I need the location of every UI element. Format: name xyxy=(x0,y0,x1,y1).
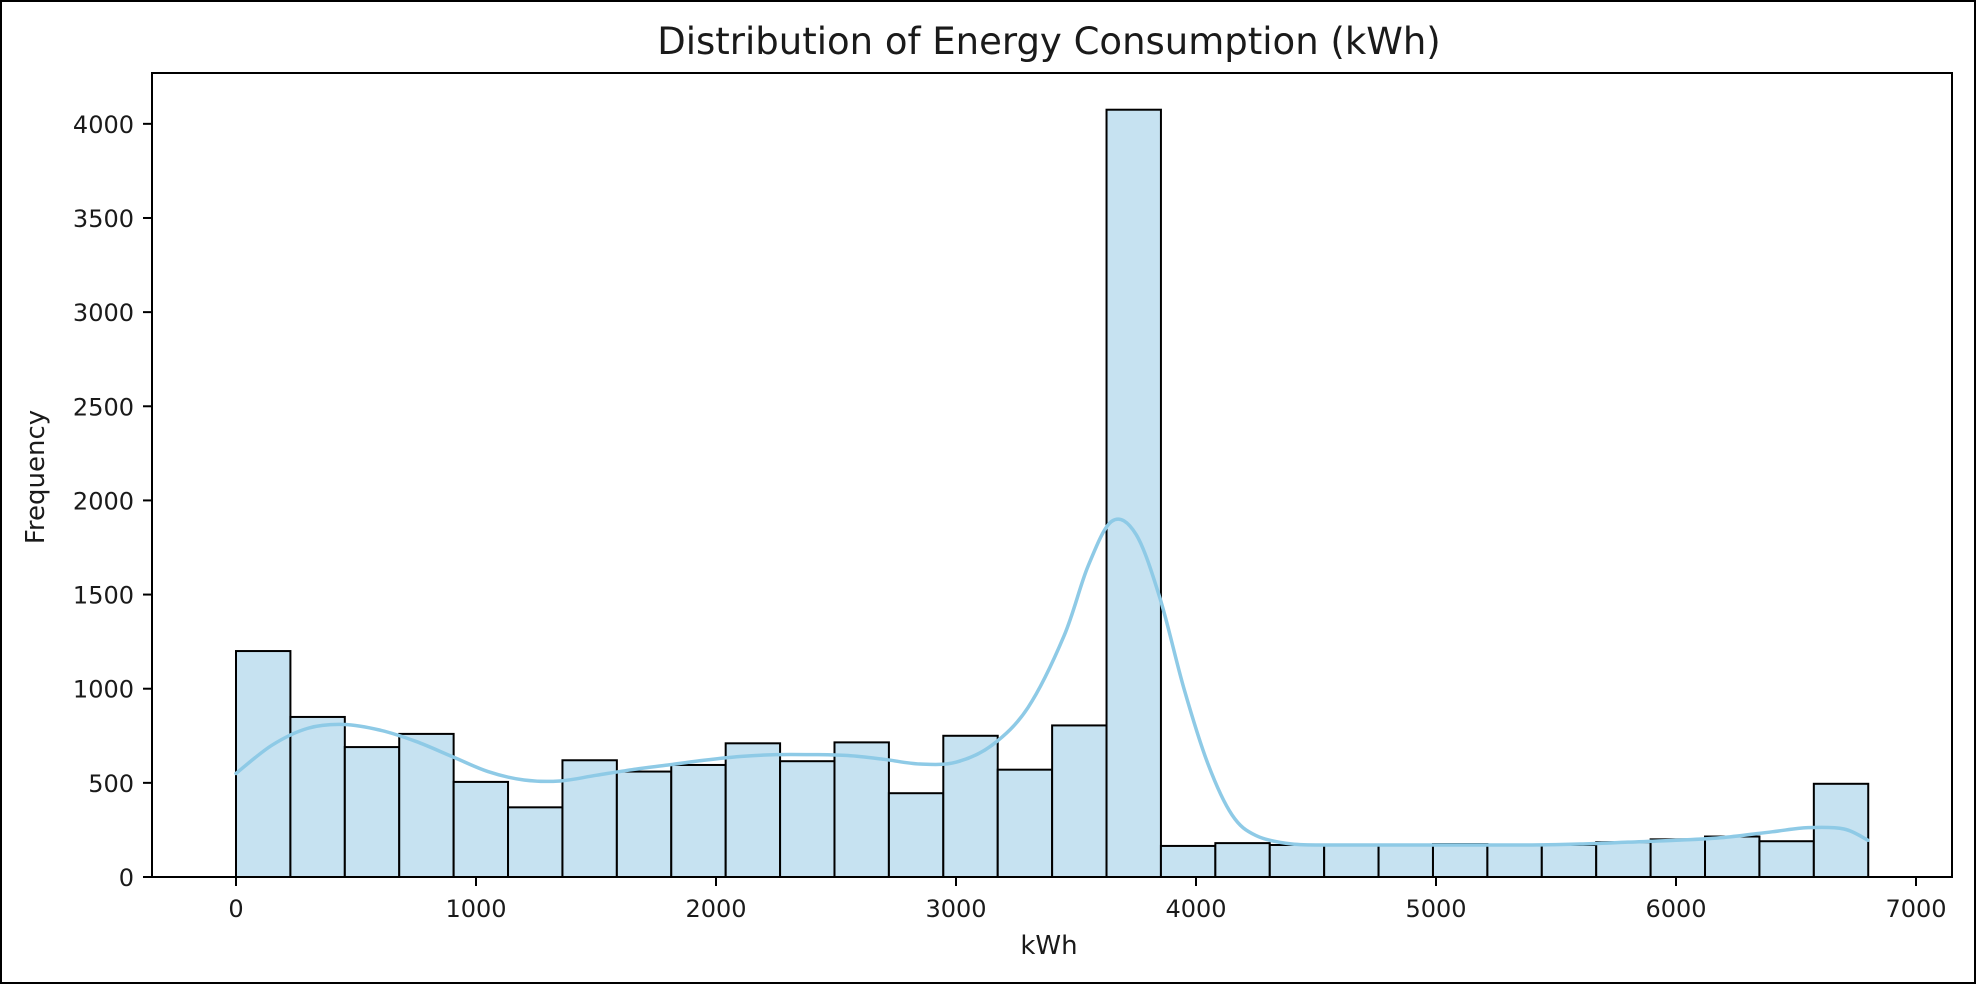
x-tick-label: 6000 xyxy=(1645,895,1706,923)
histogram-bar xyxy=(1704,835,1761,879)
histogram-bar xyxy=(507,806,564,879)
histogram-bar xyxy=(1105,108,1162,879)
y-tick-label: 1000 xyxy=(73,676,134,704)
x-tick-label: 1000 xyxy=(445,895,506,923)
histogram-bar xyxy=(1159,844,1217,878)
x-axis: 0 1000 2000 3000 4000 5000 6000 7000 xyxy=(228,877,1947,923)
x-tick-label: 2000 xyxy=(685,895,746,923)
y-tick-label: 2500 xyxy=(73,393,134,421)
histogram-bar xyxy=(724,742,782,879)
histogram-bar xyxy=(1649,838,1707,878)
y-tick-label: 500 xyxy=(88,770,134,798)
x-tick-label: 5000 xyxy=(1405,895,1466,923)
plot-area xyxy=(151,72,1953,878)
histogram-bar xyxy=(343,746,401,879)
x-axis-label: kWh xyxy=(1020,931,1077,961)
histogram-bar xyxy=(1377,843,1434,879)
y-axis: 0 500 1000 1500 2000 2500 3000 3500 4000 xyxy=(73,111,152,892)
y-tick-label: 3000 xyxy=(73,299,134,327)
histogram-bar xyxy=(670,763,727,879)
histogram-bar xyxy=(1051,724,1108,878)
histogram-bar xyxy=(1758,840,1815,879)
x-tick-label: 7000 xyxy=(1885,895,1946,923)
x-tick-label: 4000 xyxy=(1165,895,1226,923)
y-tick-label: 2000 xyxy=(73,487,134,515)
histogram-bar xyxy=(1214,842,1271,878)
histogram-bars xyxy=(235,108,1870,879)
histogram-bar xyxy=(1268,843,1326,879)
kde-curve xyxy=(234,517,1870,847)
histogram-bar xyxy=(615,770,673,878)
histogram-bar xyxy=(1812,782,1870,879)
histogram-bar xyxy=(833,741,890,879)
y-tick-label: 4000 xyxy=(73,111,134,139)
histogram-bar xyxy=(235,650,292,878)
y-axis-label: Frequency xyxy=(21,410,51,544)
histogram-bar xyxy=(1486,843,1543,879)
histogram-bar xyxy=(1323,843,1380,879)
y-tick-label: 1500 xyxy=(73,582,134,610)
histogram-bar xyxy=(1595,841,1652,878)
histogram-bar xyxy=(452,780,510,878)
histogram-bar xyxy=(1431,843,1489,879)
histogram-bar xyxy=(779,760,836,879)
y-tick-label: 3500 xyxy=(73,205,134,233)
histogram-bar xyxy=(996,768,1054,879)
chart-title: Distribution of Energy Consumption (kWh) xyxy=(657,20,1441,63)
y-tick-label: 0 xyxy=(119,864,134,892)
histogram-bar xyxy=(289,715,346,879)
x-tick-label: 0 xyxy=(228,895,243,923)
histogram-bar xyxy=(1540,843,1598,879)
histogram-bar xyxy=(398,732,455,878)
x-tick-label: 3000 xyxy=(925,895,986,923)
histogram-bar xyxy=(887,792,945,878)
